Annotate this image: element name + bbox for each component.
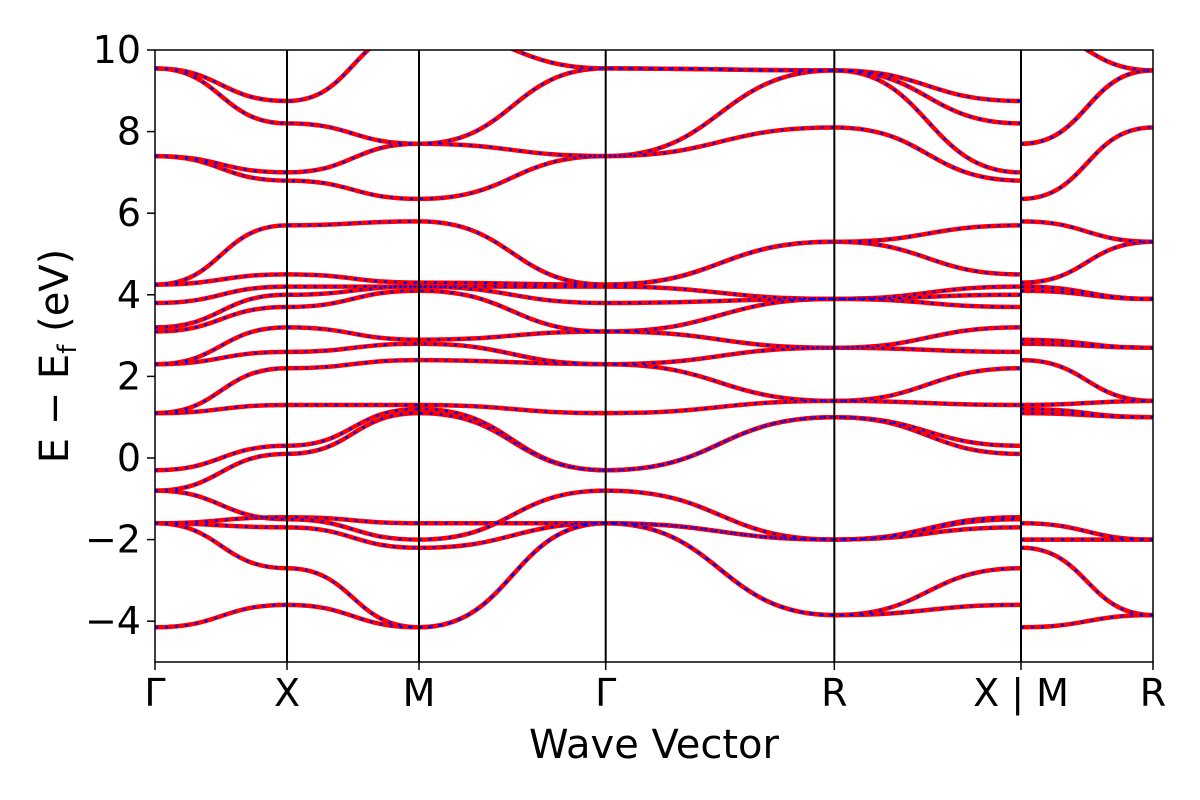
band-line-red-14: [155, 239, 1153, 287]
band-line-blue-0: [155, 522, 1153, 629]
y-axis-label-main: E − E: [32, 354, 78, 464]
x-tick-label-4: R: [821, 671, 847, 715]
band-line-red-6: [155, 406, 1153, 473]
y-tick-label-2: 0: [117, 436, 141, 480]
band-line-blue-13: [155, 285, 1153, 305]
y-axis-label: E − Ef (eV): [32, 249, 83, 464]
band-line-blue-16: [155, 126, 1153, 201]
y-tick-label-5: 6: [117, 191, 141, 235]
band-line-red-16: [155, 125, 1153, 202]
y-tick-label-3: 2: [117, 354, 141, 398]
x-tick-label-5: X | M: [973, 671, 1069, 716]
y-axis-label-unit: (eV): [32, 249, 78, 345]
x-axis-label: Wave Vector: [529, 722, 780, 768]
band-line-red-0: [155, 521, 1153, 630]
y-axis-ticks: −4 −2 0 2 4 6 8 10: [85, 28, 155, 643]
x-tick-label-1: X: [274, 671, 300, 715]
band-line-blue-18: [155, 67, 1153, 146]
band-line-blue-11: [155, 289, 1153, 333]
x-tick-label-3: Γ: [595, 671, 616, 715]
band-line-blue-14: [155, 240, 1153, 286]
y-tick-label-1: −2: [85, 518, 141, 562]
band-line-red-19: [155, 50, 1153, 104]
band-line-red-18: [155, 66, 1153, 147]
band-line-blue-6: [155, 407, 1153, 472]
band-line-blue-19: [155, 50, 1153, 103]
band-line-red-7: [155, 398, 1153, 416]
band-line-blue-4: [155, 489, 1153, 541]
band-line-blue-8: [155, 358, 1153, 415]
bands-series-red: [155, 50, 1153, 630]
band-line-red-1: [155, 521, 1153, 630]
y-tick-label-6: 8: [117, 110, 141, 154]
band-line-blue-1: [155, 522, 1153, 629]
band-line-red-2: [155, 521, 1153, 551]
x-axis-ticks: Γ X M Γ R X | M R: [144, 662, 1166, 716]
y-tick-label-4: 4: [117, 273, 141, 317]
band-line-blue-10: [155, 326, 1153, 366]
band-line-red-9: [155, 341, 1153, 367]
y-axis-label-subscript: f: [53, 344, 83, 354]
y-tick-label-7: 10: [93, 28, 141, 72]
band-line-red-5: [155, 410, 1153, 493]
band-line-red-10: [155, 325, 1153, 367]
high-symmetry-lines: [286, 50, 1022, 662]
plot-frame: [154, 49, 1154, 663]
x-tick-label-2: M: [403, 671, 436, 715]
x-tick-label-0: Γ: [144, 671, 165, 715]
y-tick-label-0: −4: [85, 599, 141, 643]
x-tick-label-6: R: [1140, 671, 1166, 715]
bands-series-blue: [155, 50, 1153, 629]
band-line-blue-15: [155, 220, 1153, 286]
